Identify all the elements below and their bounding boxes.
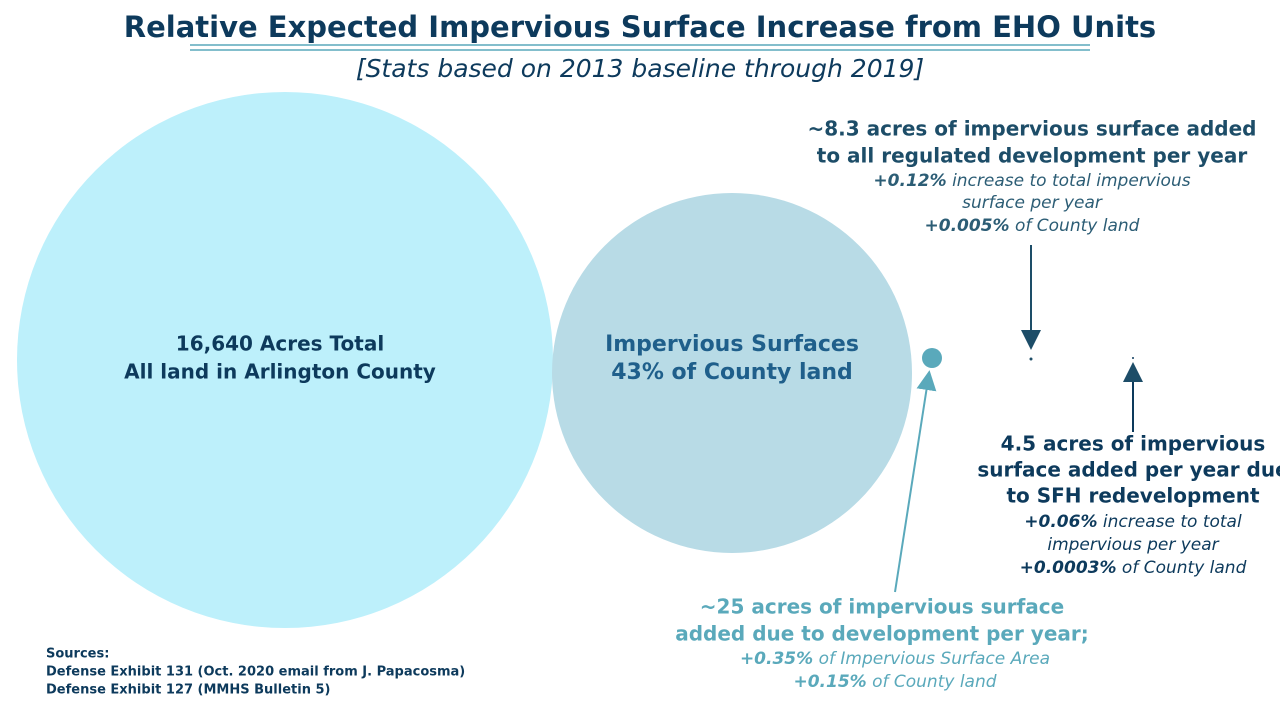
sfh-note: 4.5 acres of impervious surface added pe… [977,432,1280,579]
detail-text: of Impervious Surface Area [819,649,1050,669]
detail-text: increase to total [1103,512,1242,532]
emphasis: +0.005% [925,216,1010,236]
emphasis: +0.15% [793,672,866,692]
regulated-note: ~8.3 acres of impervious surface added t… [808,117,1257,237]
note-heading: added due to development per year; [675,622,1089,646]
subtitle: [Stats based on 2013 baseline through 20… [356,54,924,83]
county-line: 16,640 Acres Total [176,332,384,356]
note-heading: ~8.3 acres of impervious surface added [808,117,1257,141]
emphasis: +0.06% [1024,512,1097,532]
development-dot [922,348,942,368]
note-heading: to SFH redevelopment [1006,484,1259,508]
note-detail: +0.12% increase to total impervious [873,171,1190,191]
development-note: ~25 acres of impervious surface added du… [675,595,1089,693]
county-label: 16,640 Acres Total All land in Arlington… [124,332,436,384]
note-detail: +0.35% of Impervious Surface Area [740,649,1050,669]
note-detail: impervious per year [1047,535,1219,555]
impervious-circle [552,193,912,553]
detail-text: of County land [1015,216,1140,236]
sources-title: Sources: [46,647,109,662]
sfh-dot [1132,357,1134,359]
detail-text: of County land [1122,558,1247,578]
county-circle [17,92,553,628]
note-detail: +0.005% of County land [925,216,1140,236]
emphasis: +0.12% [873,171,946,191]
note-detail: +0.0003% of County land [1020,558,1247,578]
emphasis: +0.0003% [1020,558,1117,578]
impervious-label: Impervious Surfaces 43% of County land [605,332,859,385]
note-heading: 4.5 acres of impervious [1001,432,1266,456]
source-item: Defense Exhibit 131 (Oct. 2020 email fro… [46,665,465,680]
source-item: Defense Exhibit 127 (MMHS Bulletin 5) [46,683,330,698]
county-line: All land in Arlington County [124,360,436,384]
note-detail: surface per year [962,193,1103,213]
arrow [894,370,937,593]
note-detail: +0.06% increase to total [1024,512,1242,532]
note-heading: to all regulated development per year [817,144,1248,168]
emphasis: +0.35% [740,649,813,669]
impervious-line: Impervious Surfaces [605,332,859,357]
note-heading: surface added per year due [977,458,1280,482]
detail-text: increase to total impervious [952,171,1191,191]
title: Relative Expected Impervious Surface Inc… [124,10,1156,44]
impervious-line: 43% of County land [611,360,853,385]
detail-text: of County land [872,672,997,692]
note-detail: +0.15% of County land [793,672,996,692]
regulated-dot [1029,357,1033,361]
sources: Sources: Defense Exhibit 131 (Oct. 2020 … [46,647,465,698]
note-heading: ~25 acres of impervious surface [700,595,1064,619]
